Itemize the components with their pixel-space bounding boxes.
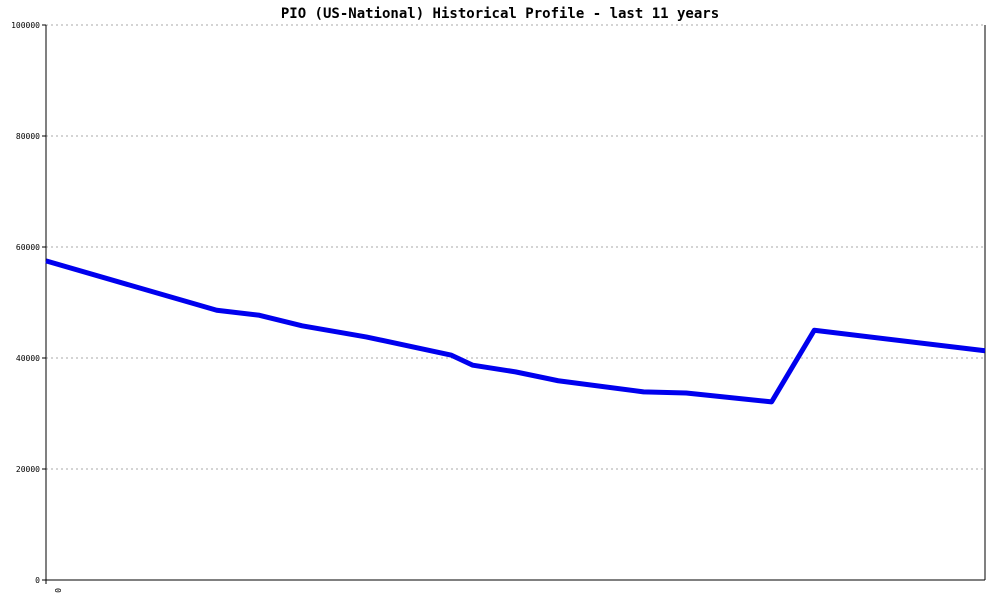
y-tick-label: 40000 <box>16 354 40 363</box>
y-tick-label: 80000 <box>16 132 40 141</box>
chart-title: PIO (US-National) Historical Profile - l… <box>281 6 719 22</box>
data-line <box>45 258 986 405</box>
x-tick-label: 0 <box>53 588 62 593</box>
y-tick-label: 0 <box>35 576 40 585</box>
y-tick-label: 100000 <box>11 21 40 30</box>
y-tick-label: 20000 <box>16 465 40 474</box>
y-tick-label: 60000 <box>16 243 40 252</box>
